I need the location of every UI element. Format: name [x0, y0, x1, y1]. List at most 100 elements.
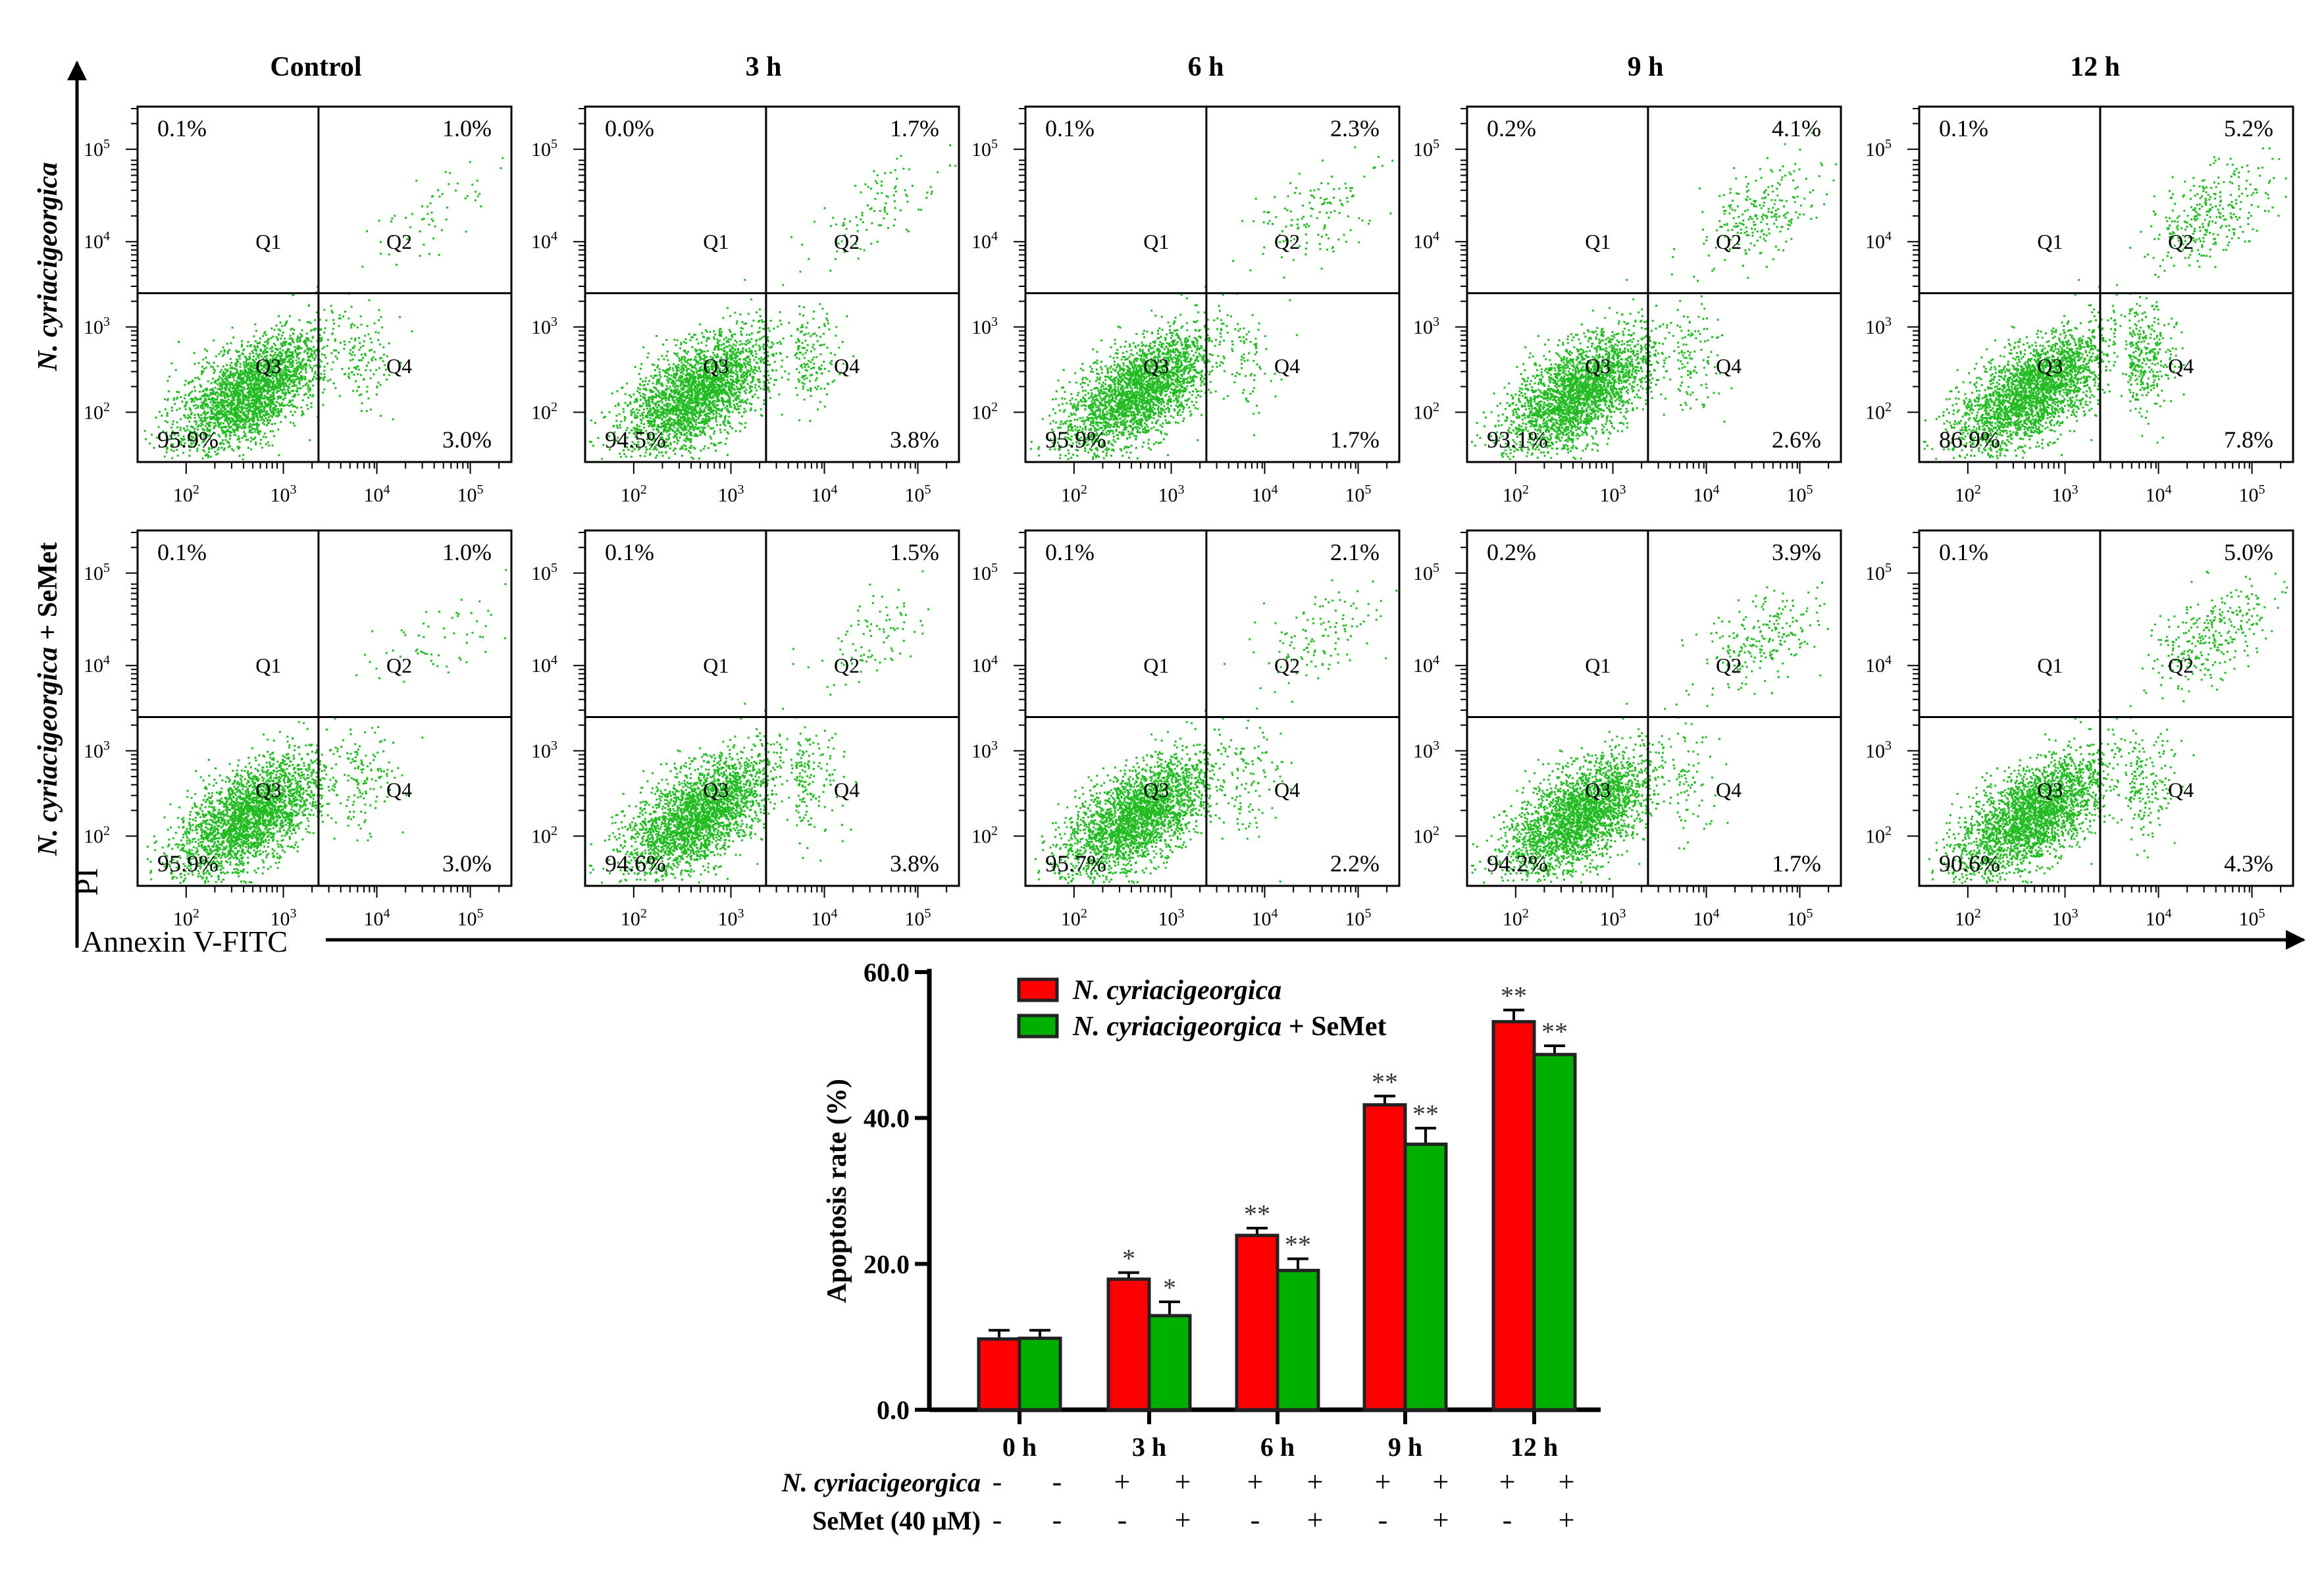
- y-tick-label: 102: [84, 399, 110, 423]
- tick-base: 10: [621, 908, 640, 930]
- tick-base: 10: [971, 231, 991, 253]
- tick-exponent: 2: [640, 906, 647, 921]
- tick-exponent: 5: [1365, 482, 1372, 497]
- y-tick-label: 60.0: [864, 958, 910, 987]
- tick-base: 10: [1158, 908, 1178, 930]
- quadrant-label: Q1: [255, 654, 281, 677]
- tick-exponent: 2: [103, 399, 110, 414]
- tick-exponent: 4: [1433, 229, 1439, 244]
- tick-base: 10: [1413, 563, 1433, 584]
- quadrant-percent: 94.2%: [1487, 850, 1548, 877]
- quadrant-label: Q4: [1274, 354, 1300, 378]
- tick-base: 10: [1503, 908, 1522, 930]
- y-tick-label: 103: [971, 315, 998, 338]
- tick-exponent: 3: [1178, 482, 1185, 497]
- treatment-sign: +: [1175, 1466, 1191, 1498]
- panel-frame: [136, 105, 513, 463]
- tick-base: 10: [971, 563, 991, 584]
- quadrant-label: Q1: [1585, 654, 1611, 677]
- scatter-points: [1035, 579, 1398, 884]
- tick-exponent: 5: [991, 561, 998, 575]
- x-tick-label: 105: [2239, 482, 2265, 506]
- x-tick-label: 105: [1345, 482, 1372, 506]
- y-axis-label: Apoptosis rate (%): [822, 1079, 852, 1303]
- treatment-row-label: SeMet (40 μM): [812, 1506, 981, 1535]
- quadrant-label: Q4: [2168, 778, 2194, 802]
- panel-frame: [1466, 529, 1842, 887]
- quadrant-label: Q1: [2037, 654, 2063, 677]
- tick-exponent: 5: [925, 906, 931, 921]
- tick-base: 10: [1865, 740, 1885, 762]
- legend-label: N. cyriacigeorgica + SeMet: [1072, 1012, 1386, 1042]
- column-title: 6 h: [1188, 52, 1224, 82]
- quadrant-percent: 4.3%: [2224, 850, 2273, 877]
- significance-mark: **: [1244, 1199, 1270, 1229]
- tick-base: 10: [1693, 484, 1713, 506]
- quadrant-label: Q1: [1585, 230, 1611, 253]
- quadrant-label: Q2: [834, 230, 860, 253]
- quadrant-percent: 1.7%: [890, 115, 939, 142]
- tick-exponent: 4: [384, 906, 390, 921]
- tick-exponent: 2: [193, 482, 199, 497]
- tick-base: 10: [1413, 139, 1433, 161]
- treatment-sign: +: [1307, 1504, 1324, 1536]
- x-tick-label: 105: [905, 906, 931, 930]
- significance-mark: **: [1285, 1230, 1311, 1260]
- quadrant-percent: 2.2%: [1330, 850, 1380, 877]
- tick-base: 10: [84, 401, 103, 423]
- tick-base: 10: [1413, 825, 1433, 847]
- tick-exponent: 2: [103, 823, 110, 838]
- flow-cytometry-panels: Control 3 h 6 h 9 h 12 h Q1 Q2 Q3 Q4 0.1% 1.0% 95.9…: [84, 52, 2294, 930]
- quadrant-label: Q3: [703, 778, 729, 802]
- quadrant-label: Q3: [2037, 778, 2063, 802]
- panel-frame: [136, 529, 513, 887]
- tick-base: 10: [971, 401, 991, 423]
- tick-exponent: 3: [1433, 738, 1439, 753]
- tick-base: 10: [364, 908, 384, 930]
- quadrant-label: Q3: [1585, 778, 1611, 802]
- panel-frame: [1024, 529, 1401, 887]
- bar-nc: [1362, 1103, 1407, 1412]
- tick-base: 10: [531, 655, 551, 677]
- y-tick-label: 103: [971, 738, 998, 762]
- treatment-sign: +: [1114, 1466, 1131, 1498]
- quadrant-percent: 95.7%: [1045, 850, 1106, 877]
- tick-base: 10: [84, 231, 103, 253]
- x-tick-label: 102: [621, 906, 647, 930]
- tick-base: 10: [1600, 484, 1620, 506]
- quadrant-percent: 7.8%: [2224, 426, 2273, 453]
- tick-exponent: 4: [1433, 653, 1439, 667]
- quadrant-percent: 3.9%: [1772, 539, 1821, 565]
- tick-base: 10: [271, 908, 290, 930]
- tick-base: 10: [1061, 908, 1081, 930]
- quadrant-percent: 2.3%: [1330, 115, 1380, 142]
- panel-frame: [1918, 105, 2294, 463]
- quadrant-label: Q1: [1143, 230, 1169, 253]
- quadrant-label: Q4: [386, 354, 412, 378]
- bar-nc-semet: [1018, 1336, 1062, 1412]
- quadrant-label: Q2: [1274, 654, 1300, 677]
- axis-ticks: [126, 107, 500, 474]
- y-tick-label: 105: [84, 137, 110, 161]
- y-tick-label: 102: [1413, 399, 1439, 423]
- x-tick-label: 103: [271, 906, 297, 930]
- tick-base: 10: [812, 908, 831, 930]
- x-tick-label: 105: [905, 482, 931, 506]
- treatment-sign: -: [1378, 1504, 1388, 1536]
- quadrant-percent: 1.5%: [890, 539, 939, 565]
- tick-exponent: 4: [1885, 653, 1892, 667]
- tick-base: 10: [1787, 908, 1807, 930]
- tick-base: 10: [1865, 231, 1885, 253]
- x-tick-label: 103: [1600, 906, 1626, 930]
- x-tick-label: 103: [718, 906, 744, 930]
- quadrant-percent: 0.1%: [1939, 115, 1988, 142]
- tick-exponent: 5: [551, 137, 557, 151]
- quadrant-percent: 2.6%: [1772, 426, 1821, 453]
- treatment-sign: -: [993, 1466, 1002, 1498]
- tick-exponent: 3: [103, 738, 110, 753]
- bar-nc-semet: [1276, 1268, 1320, 1412]
- tick-base: 10: [1413, 740, 1433, 762]
- tick-base: 10: [531, 825, 551, 847]
- tick-exponent: 2: [991, 823, 998, 838]
